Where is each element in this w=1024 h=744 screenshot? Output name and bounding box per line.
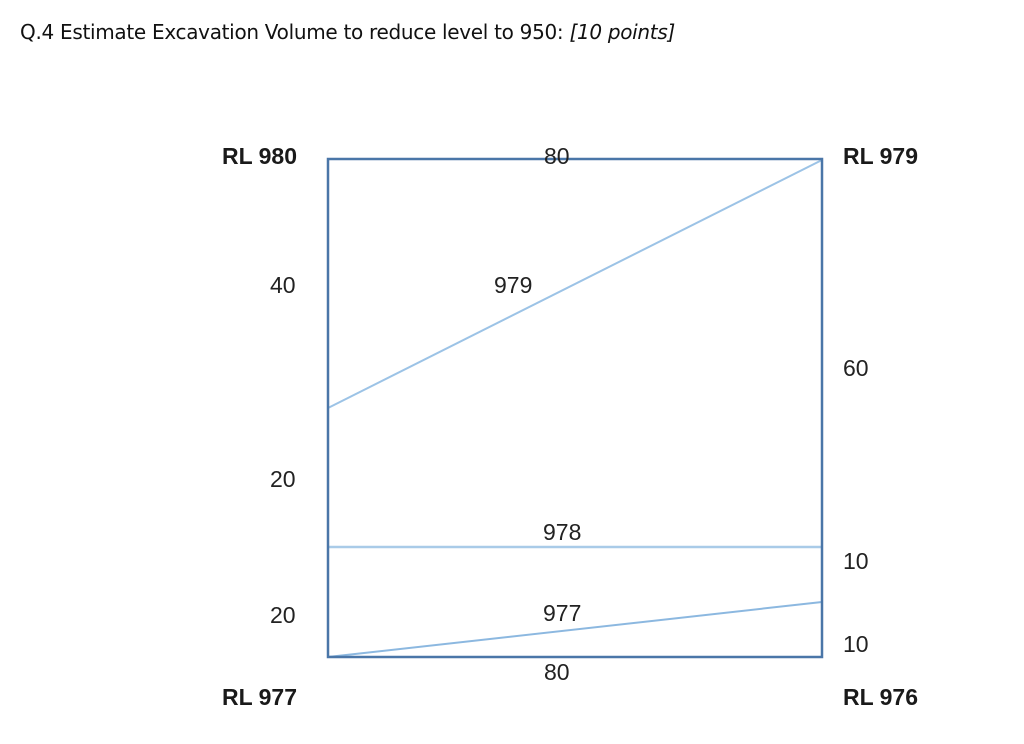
dimension-right-1: 60 bbox=[843, 355, 869, 381]
question-points: [10 points] bbox=[569, 20, 675, 44]
dimension-right-2: 10 bbox=[843, 548, 869, 574]
corner-label-top-left: RL 980 bbox=[222, 143, 297, 169]
dimension-bottom: 80 bbox=[544, 659, 570, 685]
contour-line-977 bbox=[327, 601, 823, 658]
contour-line-979 bbox=[327, 159, 823, 409]
dimension-top: 80 bbox=[544, 143, 570, 169]
corner-label-bottom-left: RL 977 bbox=[222, 684, 297, 710]
dimension-left-2: 20 bbox=[270, 466, 296, 492]
contour-label-977: 977 bbox=[543, 600, 581, 626]
question-title: Q.4 Estimate Excavation Volume to reduce… bbox=[20, 20, 675, 44]
dimension-left-1: 40 bbox=[270, 272, 296, 298]
plot-boundary bbox=[326, 157, 824, 659]
contour-label-978: 978 bbox=[543, 519, 581, 545]
dimension-right-3: 10 bbox=[843, 631, 869, 657]
question-text: Q.4 Estimate Excavation Volume to reduce… bbox=[20, 20, 564, 44]
contour-label-979: 979 bbox=[494, 272, 532, 298]
corner-label-bottom-right: RL 976 bbox=[843, 684, 918, 710]
corner-label-top-right: RL 979 bbox=[843, 143, 918, 169]
dimension-left-3: 20 bbox=[270, 602, 296, 628]
